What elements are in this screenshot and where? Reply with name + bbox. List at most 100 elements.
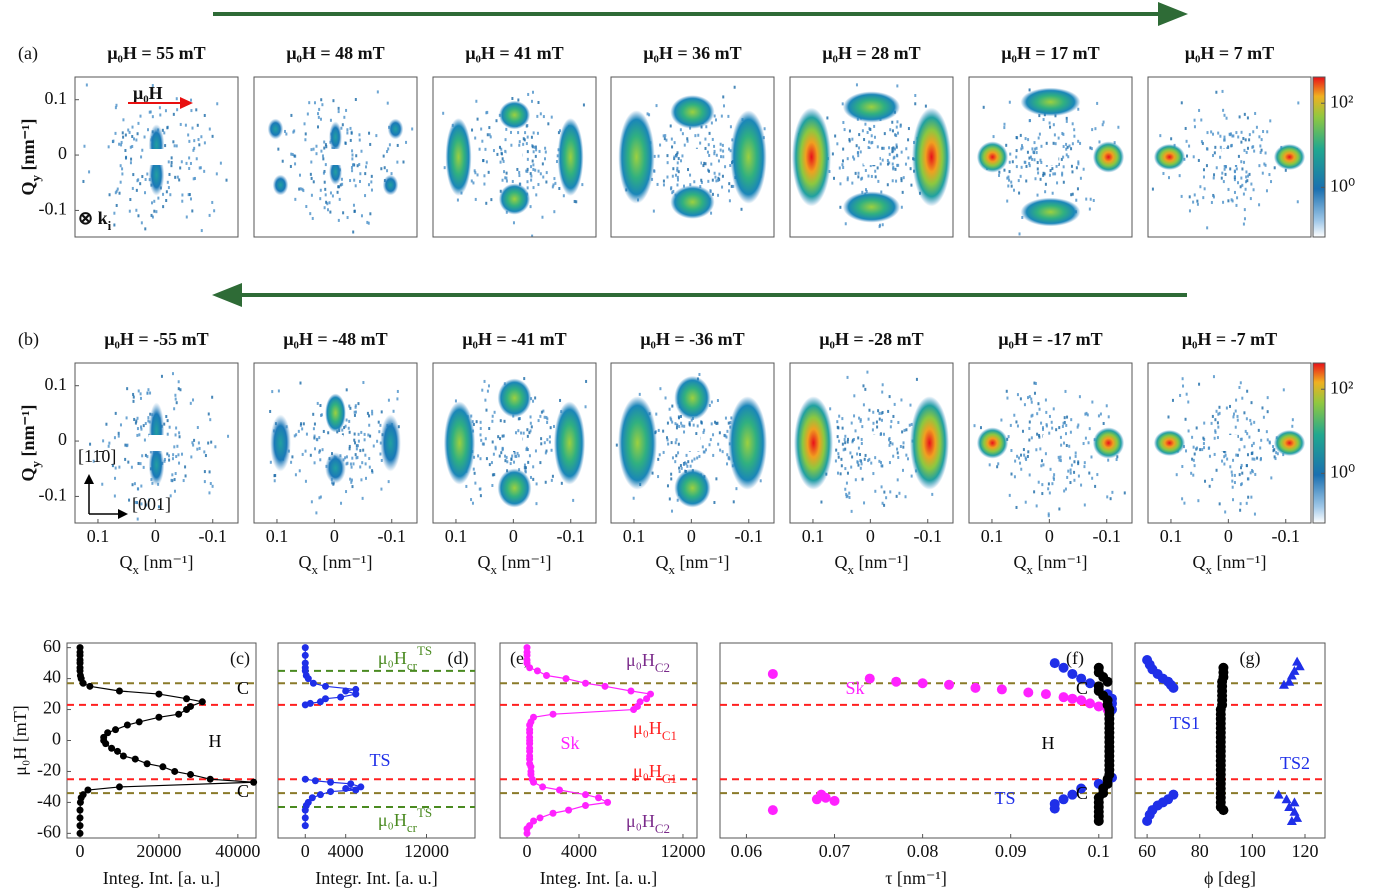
speckle	[1265, 430, 1268, 434]
speckle	[1249, 197, 1252, 201]
speckle	[323, 206, 326, 210]
speckle	[858, 133, 861, 137]
speckle	[1029, 119, 1032, 123]
speckle	[1274, 457, 1277, 461]
speckle	[909, 403, 912, 407]
speckle	[117, 431, 120, 435]
speckle	[171, 457, 174, 461]
speckle	[851, 440, 854, 444]
field-label: μ₀H	[133, 83, 163, 103]
speckle	[341, 182, 344, 186]
speckle	[853, 394, 856, 398]
speckle	[1065, 432, 1068, 436]
x-axis-label: Qx [nm⁻¹]	[299, 552, 373, 577]
speckle	[680, 421, 683, 425]
speckle	[1026, 454, 1029, 458]
speckle	[141, 175, 144, 179]
speckle	[676, 183, 679, 187]
speckle	[728, 147, 731, 151]
text-part: Q	[120, 552, 133, 572]
data-point	[1023, 687, 1034, 698]
speckle	[1010, 449, 1013, 453]
panel-title: μ₀H = 48 mT	[286, 43, 384, 63]
data-point	[301, 822, 309, 830]
speckle	[674, 460, 677, 464]
speckle	[659, 143, 662, 147]
speckle	[1049, 467, 1052, 471]
speckle	[483, 174, 486, 178]
text-part: x	[1206, 562, 1213, 577]
speckle	[350, 465, 353, 469]
speckle	[298, 469, 301, 473]
data-point	[562, 675, 570, 683]
speckle	[924, 104, 927, 108]
speckle	[481, 442, 484, 446]
speckle	[834, 459, 837, 463]
speckle	[523, 463, 526, 467]
speckle	[114, 106, 117, 110]
direction-label: [001]	[132, 494, 171, 514]
speckle	[1252, 188, 1255, 192]
speckle	[387, 147, 390, 151]
speckle	[147, 388, 150, 392]
speckle	[543, 441, 546, 445]
speckle	[323, 180, 326, 184]
speckle	[129, 161, 132, 165]
x-tick-label: 0	[330, 526, 339, 546]
speckle	[364, 194, 367, 198]
speckle	[209, 482, 212, 486]
data-point	[123, 721, 131, 729]
speckle	[1208, 454, 1211, 458]
speckle	[196, 123, 199, 127]
speckle	[1013, 413, 1016, 417]
speckle	[487, 384, 490, 388]
speckle	[114, 411, 117, 415]
speckle	[1043, 172, 1046, 176]
speckle	[859, 418, 862, 422]
speckle	[1006, 176, 1009, 180]
speckle	[375, 134, 378, 138]
speckle	[715, 179, 718, 183]
speckle	[1048, 173, 1051, 177]
intensity-spot	[670, 95, 715, 129]
speckle	[896, 478, 899, 482]
speckle	[885, 496, 888, 500]
speckle	[1261, 171, 1264, 175]
speckle	[309, 212, 312, 216]
speckle	[313, 436, 316, 440]
heatmap-body	[267, 90, 414, 234]
x-tick-label: 0	[76, 841, 85, 861]
speckle	[328, 201, 331, 205]
data-point	[1040, 689, 1051, 700]
speckle	[688, 422, 691, 426]
speckle	[127, 460, 130, 464]
heatmap-body	[269, 381, 401, 515]
x-tick-label: 0.1	[87, 526, 110, 546]
panel-title: μ₀H = 55 mT	[107, 43, 205, 63]
speckle	[216, 102, 219, 106]
text-part: Q	[656, 552, 669, 572]
speckle	[376, 439, 379, 443]
speckle	[465, 484, 468, 488]
speckle	[1013, 475, 1016, 479]
speckle	[726, 429, 729, 433]
speckle	[1235, 398, 1238, 402]
speckle	[347, 426, 350, 430]
speckle	[1073, 460, 1076, 464]
colorbar-tick-label: 10⁰	[1330, 175, 1355, 195]
speckle	[1060, 443, 1063, 447]
data-point	[1278, 679, 1289, 689]
speckle	[316, 438, 319, 442]
speckle	[1230, 198, 1233, 202]
panel-label: (d)	[448, 648, 469, 669]
speckle	[893, 402, 896, 406]
speckle	[140, 502, 143, 506]
speckle	[352, 230, 355, 234]
speckle	[1248, 435, 1251, 439]
speckle	[193, 146, 196, 150]
speckle	[1245, 170, 1248, 174]
speckle	[356, 164, 359, 168]
speckle	[662, 183, 665, 187]
data-point	[311, 777, 319, 785]
speckle	[344, 141, 347, 145]
